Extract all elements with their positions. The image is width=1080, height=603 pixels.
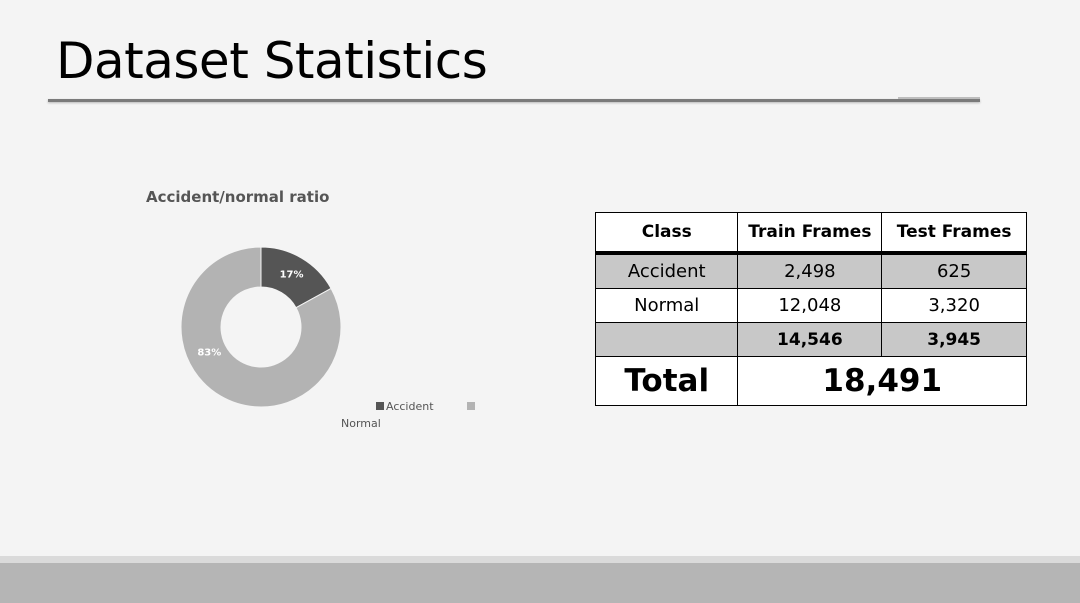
cell-subtotal-test: 3,945 [881,322,1027,357]
donut-slice-normal [180,246,342,408]
cell-subtotal-class [594,322,739,357]
dataset-stats-table: Class Train Frames Test Frames Accident … [594,212,1027,406]
cell-total-label: Total [594,356,739,406]
cell-subtotal-train: 14,546 [737,322,883,357]
title-underline-accent [898,97,980,99]
donut-label-accident: 17% [280,269,304,280]
table-row-total: Total 18,491 [594,356,1027,406]
donut-slice-accident [260,246,332,309]
table-row-accident: Accident 2,498 625 [594,252,1027,289]
cell-total-value: 18,491 [737,356,1027,406]
legend-entry-normal: Normal [341,417,381,430]
header-train-frames: Train Frames [737,212,883,255]
cell-train: 2,498 [737,252,883,289]
cell-train: 12,048 [737,288,883,323]
title-underline [48,99,980,102]
cell-class: Accident [594,252,739,289]
cell-test: 625 [881,252,1027,289]
header-test-frames: Test Frames [881,212,1027,255]
donut-labels: 17% 83% [197,269,303,358]
cell-class: Normal [594,288,739,323]
legend-swatch-accident [376,402,384,410]
legend-label-accident: Accident [386,400,434,413]
donut-slices [180,246,342,408]
table-row-subtotal: 14,546 3,945 [594,322,1027,357]
legend-entry-accident: Accident [376,400,434,413]
header-class: Class [594,212,739,255]
cell-test: 3,320 [881,288,1027,323]
footer-band [0,556,1080,603]
footer-band-highlight [0,556,1080,563]
slide-title: Dataset Statistics [56,32,488,90]
donut-label-normal: 83% [197,347,221,358]
legend-label-normal: Normal [341,417,381,430]
chart-title: Accident/normal ratio [146,188,330,206]
table-header-row: Class Train Frames Test Frames [594,212,1027,255]
table-row-normal: Normal 12,048 3,320 [594,288,1027,323]
legend-swatch-normal [467,402,475,410]
